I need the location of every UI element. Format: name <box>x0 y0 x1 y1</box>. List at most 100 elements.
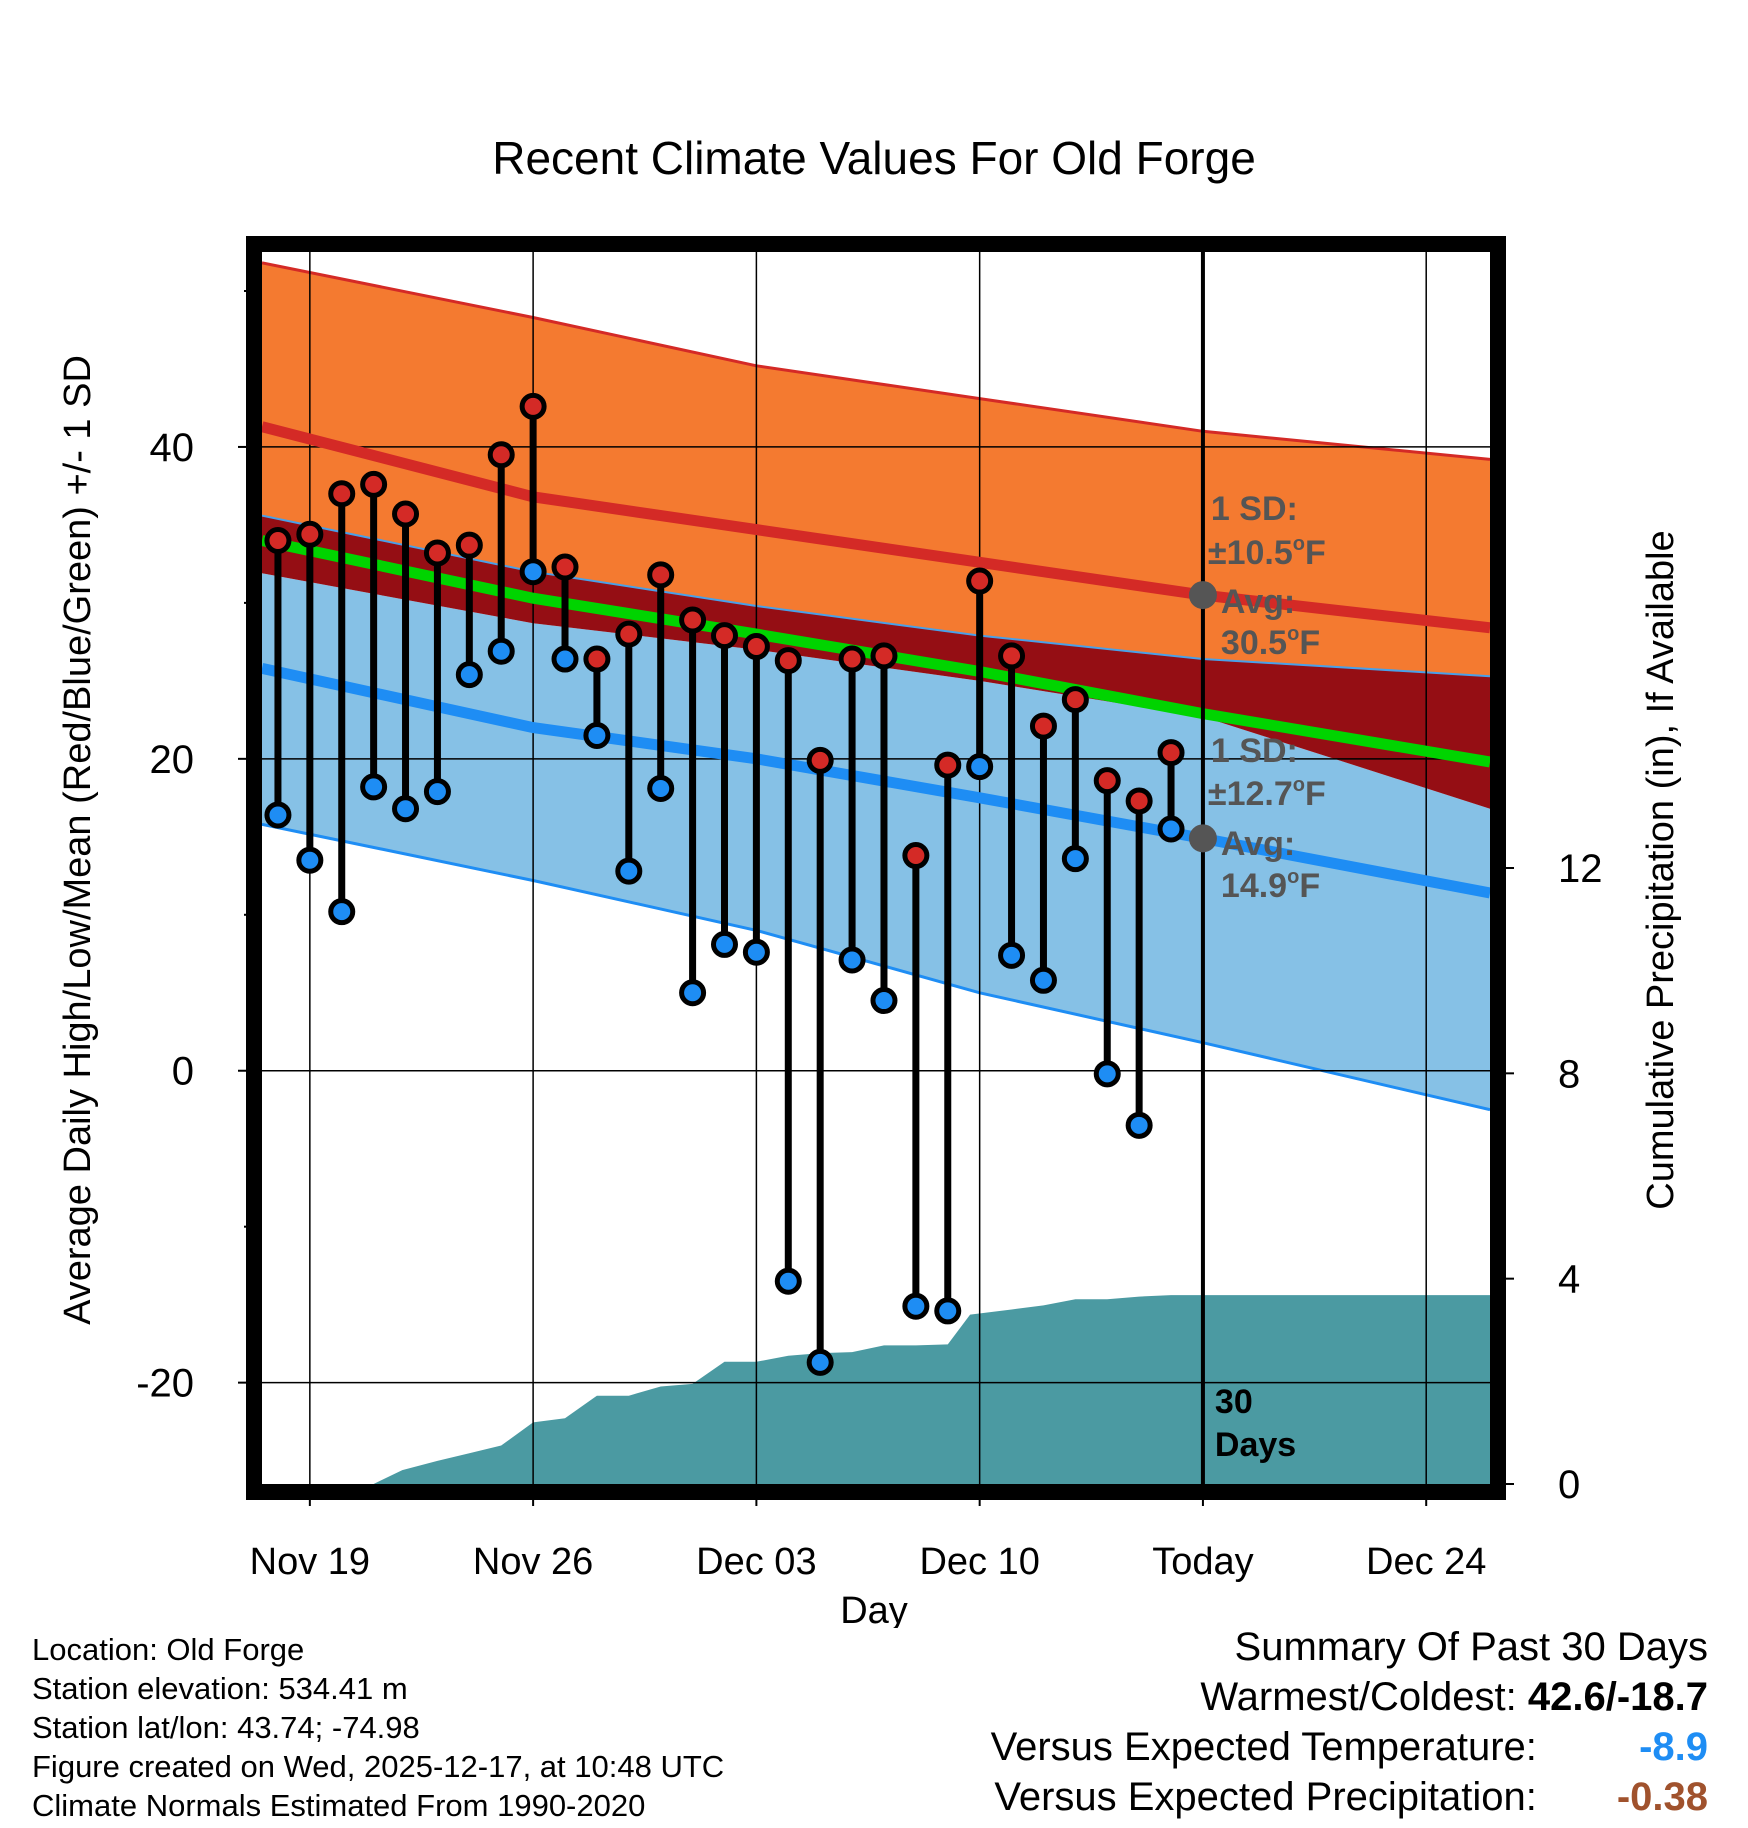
high-lower-line <box>262 514 1490 678</box>
temp-value: -8.9 <box>1639 1725 1708 1769</box>
x-tick-label: Dec 10 <box>919 1541 1039 1583</box>
low-avg-value-unit: F <box>1299 867 1320 905</box>
low-temp-point <box>360 773 388 801</box>
high-temp-point <box>742 633 770 661</box>
precipitation-area <box>262 1295 1490 1484</box>
low-temp-point <box>551 645 579 673</box>
high-sd-value: ±10.5oF <box>1208 533 1326 572</box>
high-temp-point <box>423 539 451 567</box>
low-temp-point <box>328 898 356 926</box>
summary-title: Summary Of Past 30 Days <box>1234 1625 1708 1669</box>
high-temp-point <box>264 527 292 555</box>
low-sd-value: ±12.7oF <box>1208 774 1326 813</box>
y-tick-label: 0 <box>172 1050 194 1094</box>
high-temp-point <box>1157 739 1185 767</box>
x-tick-label: Today <box>1152 1541 1253 1583</box>
high-mean-line <box>262 421 1490 634</box>
low-sd-value-degree: o <box>1293 774 1305 796</box>
low-avg-label: Avg: <box>1221 825 1295 863</box>
high-temp-point <box>1125 787 1153 815</box>
low-temp-point <box>742 938 770 966</box>
y2-tick-label: 4 <box>1558 1258 1580 1302</box>
x-axis-label: Day <box>840 1590 908 1628</box>
low-temp-point <box>710 930 738 958</box>
low-sd-label: 1 SD: <box>1211 732 1298 770</box>
high-temp-point <box>455 531 483 559</box>
high-temp-point <box>583 645 611 673</box>
high-temp-point <box>870 642 898 670</box>
high-temp-point <box>679 606 707 634</box>
low-temp-point <box>998 941 1026 969</box>
y2-tick-label: 0 <box>1558 1463 1580 1507</box>
high-temp-point <box>934 751 962 779</box>
y-tick-label: -20 <box>136 1362 194 1406</box>
low-temp-point <box>1125 1111 1153 1139</box>
high-temp-point <box>902 842 930 870</box>
low-temp-point <box>902 1292 930 1320</box>
low-temp-point <box>583 721 611 749</box>
low-lower-line <box>262 822 1490 1112</box>
precip-value: -0.38 <box>1616 1775 1708 1819</box>
low-temp-point <box>1157 815 1185 843</box>
precip-label: Versus Expected Precipitation: <box>994 1775 1537 1819</box>
low-sd-value-number: ±12.7 <box>1208 775 1293 813</box>
low-sd-value-unit: F <box>1305 775 1326 813</box>
y2-tick-label: 12 <box>1558 847 1603 891</box>
low-temp-point <box>934 1297 962 1325</box>
warmest-coldest-label: Warmest/Coldest: <box>1200 1675 1517 1719</box>
high-temp-point <box>392 500 420 528</box>
low-temp-point <box>1061 845 1089 873</box>
precip-row: Versus Expected Precipitation: -0.38 <box>991 1772 1708 1822</box>
high-temp-point <box>296 520 324 548</box>
low-temp-point <box>519 558 547 586</box>
low-temp-point <box>774 1267 802 1295</box>
high-temp-point <box>519 392 547 420</box>
high-sd-value-unit: F <box>1305 534 1326 572</box>
low-temp-point <box>679 979 707 1007</box>
low-temp-point <box>264 801 292 829</box>
high-temp-point <box>551 553 579 581</box>
y2-axis-label: Cumulative Precipitation (in), If Availa… <box>1640 530 1682 1209</box>
y-tick-label: 20 <box>150 738 195 782</box>
low-temp-point <box>392 795 420 823</box>
climate-chart: Recent Climate Values For Old Forge Aver… <box>57 132 1682 1628</box>
low-temp-point <box>647 774 675 802</box>
low-temp-point <box>870 987 898 1015</box>
high-temp-point <box>487 441 515 469</box>
high-avg-value-number: 30.5 <box>1221 624 1287 662</box>
latlon-text: Station lat/lon: 43.74; -74.98 <box>32 1710 420 1745</box>
high-avg-value: 30.5oF <box>1221 623 1320 662</box>
high-temp-point <box>360 470 388 498</box>
high-temp-point <box>998 642 1026 670</box>
y2-tick-label: 8 <box>1558 1052 1580 1096</box>
high-temp-point <box>1029 712 1057 740</box>
high-temp-point <box>774 647 802 675</box>
station-info: Location: Old Forge Station elevation: 5… <box>32 1630 724 1825</box>
warmest-coldest-value: 42.6/-18.7 <box>1527 1675 1708 1719</box>
y-axis-label: Average Daily High/Low/Mean (Red/Blue/Gr… <box>57 355 99 1325</box>
high-temp-point <box>806 746 834 774</box>
low-avg-value-degree: o <box>1287 866 1299 888</box>
high-temp-point <box>615 620 643 648</box>
high-avg-value-degree: o <box>1287 623 1299 645</box>
x-tick-label: Nov 26 <box>473 1541 593 1583</box>
low-temp-point <box>966 753 994 781</box>
high-temp-point <box>838 645 866 673</box>
low-avg-value-number: 14.9 <box>1221 867 1287 905</box>
low-temp-point <box>615 857 643 885</box>
high-upper-line <box>262 261 1490 461</box>
location-text: Location: Old Forge <box>32 1632 305 1667</box>
created-text: Figure created on Wed, 2025-12-17, at 10… <box>32 1749 725 1784</box>
high-avg-value-unit: F <box>1299 624 1320 662</box>
summary-panel: Summary Of Past 30 Days Warmest/Coldest:… <box>991 1622 1708 1822</box>
low-temp-point <box>296 846 324 874</box>
high-temp-point <box>966 567 994 595</box>
low-mean-line <box>262 663 1490 899</box>
low-sd-band <box>262 573 1490 1110</box>
plot-layers <box>262 252 1490 1484</box>
high-sd-label: 1 SD: <box>1211 490 1298 528</box>
avg-mean-line <box>262 535 1490 768</box>
low-temp-point <box>806 1348 834 1376</box>
low-temp-point <box>1029 966 1057 994</box>
